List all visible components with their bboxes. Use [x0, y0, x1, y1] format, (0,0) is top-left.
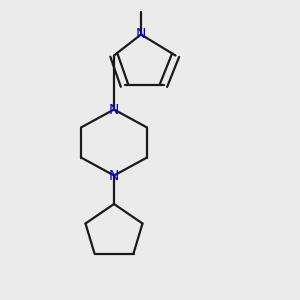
Text: N: N	[109, 103, 119, 116]
Text: N: N	[136, 28, 146, 41]
Text: N: N	[109, 169, 119, 182]
